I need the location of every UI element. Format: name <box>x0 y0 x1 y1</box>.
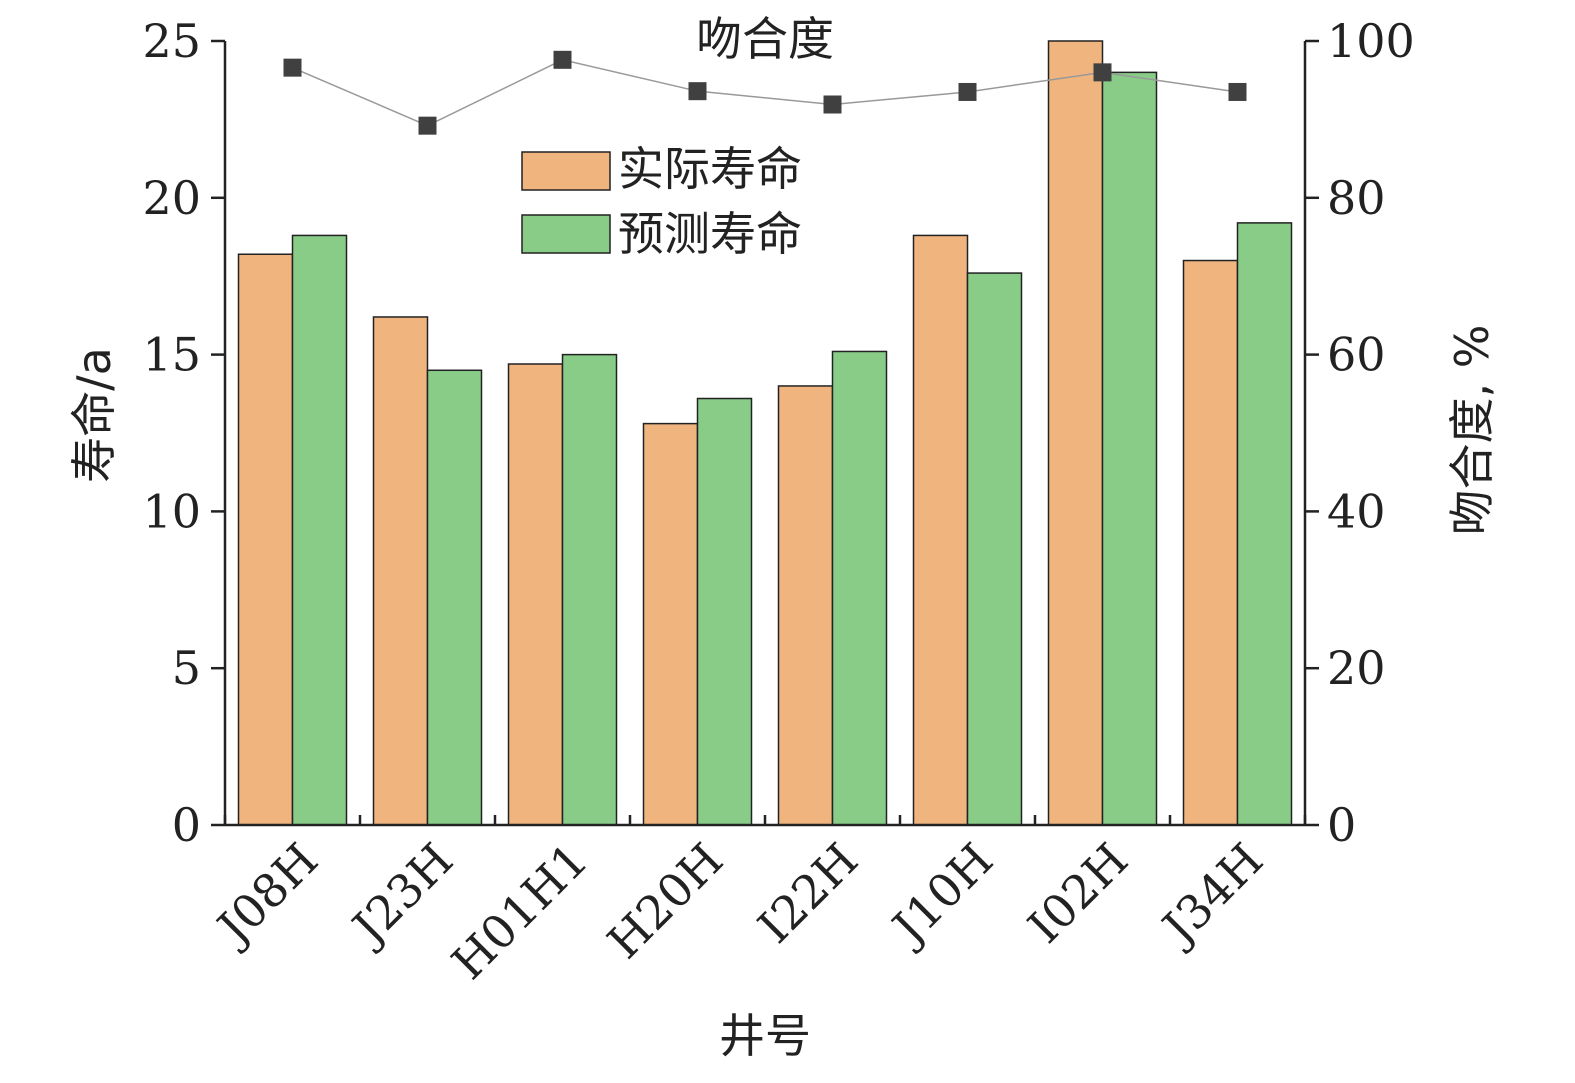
bar-predicted-i02h <box>1101 71 1158 826</box>
fit-point-h20h <box>688 82 707 101</box>
fit-series-title: 吻合度 <box>696 12 834 66</box>
y2-tick-label: 80 <box>1327 171 1386 225</box>
y-tick-label: 20 <box>142 171 201 225</box>
legend-label-predicted: 预测寿命 <box>618 207 802 261</box>
fit-point-i02h <box>1093 63 1112 82</box>
bar-predicted-i22h <box>831 350 888 826</box>
y2-tick-label: 100 <box>1327 14 1415 68</box>
bars-group <box>237 40 1293 826</box>
legend: 实际寿命 预测寿命 <box>521 142 802 261</box>
bar-predicted-h01h1 <box>561 353 618 826</box>
bar-actual-j23h <box>372 316 429 826</box>
x-tick-label-j23h: J23H <box>339 833 463 957</box>
fit-point-i22h <box>823 95 842 114</box>
x-tick-label-j34h: J34H <box>1149 833 1273 957</box>
x-tick-label-j08h: J08H <box>204 833 328 957</box>
bar-actual-i22h <box>777 385 834 826</box>
y-tick-label: 5 <box>172 641 201 695</box>
y2-tick-label: 0 <box>1327 798 1356 852</box>
bar-actual-j08h <box>237 253 294 826</box>
bar-predicted-j10h <box>966 272 1023 826</box>
y2-tick-label: 20 <box>1327 641 1386 695</box>
bar-actual-j10h <box>912 234 969 826</box>
y-tick-label: 10 <box>142 484 201 538</box>
legend-swatch-actual <box>521 151 611 191</box>
x-tick-label-j10h: J10H <box>879 833 1003 957</box>
bar-actual-h01h1 <box>507 363 564 826</box>
fit-series-line <box>292 59 1238 127</box>
y-axis-title: 寿命/a <box>67 347 121 483</box>
x-tick-label-i02h: I02H <box>1017 833 1138 954</box>
bar-predicted-h20h <box>696 397 753 826</box>
bar-predicted-j34h <box>1236 222 1293 826</box>
x-axis-title: 井号 <box>719 1009 811 1063</box>
y-tick-label: 15 <box>142 328 201 382</box>
fit-point-h01h1 <box>553 50 572 69</box>
fit-line-group <box>283 50 1247 135</box>
x-tick-label-i22h: I22H <box>747 833 868 954</box>
bar-actual-h20h <box>642 422 699 826</box>
y-tick-label: 25 <box>142 14 201 68</box>
y2-tick-label: 40 <box>1327 484 1386 538</box>
y2-axis-title: 吻合度, % <box>1445 325 1499 536</box>
fit-point-j23h <box>418 116 437 135</box>
x-tick-label-h20h: H20H <box>597 833 733 969</box>
y2-tick-label: 60 <box>1327 328 1386 382</box>
bar-actual-j34h <box>1182 259 1239 826</box>
fit-point-j10h <box>958 82 977 101</box>
legend-swatch-predicted <box>521 214 611 254</box>
fit-point-j34h <box>1228 82 1247 101</box>
fit-point-j08h <box>283 58 302 77</box>
bar-predicted-j08h <box>291 234 348 826</box>
bar-actual-i02h <box>1047 40 1104 826</box>
bar-predicted-j23h <box>426 369 483 826</box>
x-tick-label-h01h1: H01H1 <box>441 833 598 990</box>
y-tick-label: 0 <box>172 798 201 852</box>
legend-label-actual: 实际寿命 <box>618 142 802 196</box>
